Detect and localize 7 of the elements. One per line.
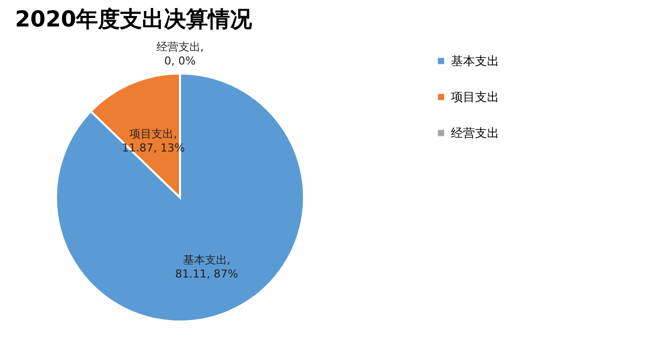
legend-label: 经营支出	[451, 126, 499, 140]
chart-title: 2020年度支出决算情况	[15, 6, 254, 32]
data-label: 基本支出, 81.11, 87%	[175, 253, 238, 280]
pie-slice	[55, 72, 305, 322]
text: 经营支出, 0, 0%	[156, 40, 204, 68]
legend-label: 基本支出	[451, 54, 499, 68]
legend-label: 项目支出	[451, 90, 499, 104]
